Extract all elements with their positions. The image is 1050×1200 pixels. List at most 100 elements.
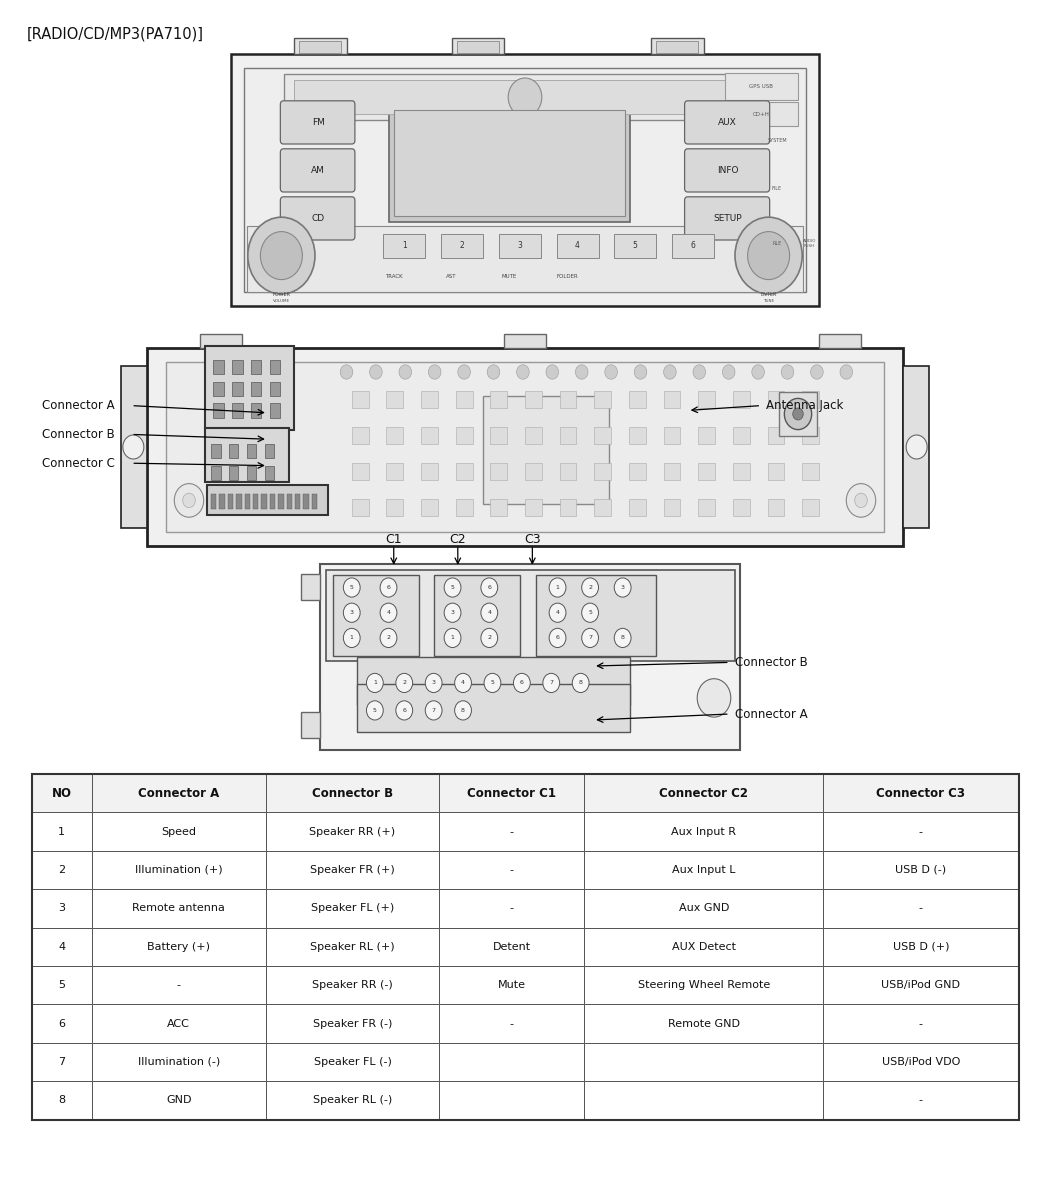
Bar xyxy=(270,494,275,509)
FancyBboxPatch shape xyxy=(266,774,439,812)
Circle shape xyxy=(123,434,144,458)
Circle shape xyxy=(399,365,412,379)
Bar xyxy=(490,463,507,480)
Text: ENTER: ENTER xyxy=(760,293,777,298)
FancyBboxPatch shape xyxy=(32,774,92,812)
Text: -: - xyxy=(176,980,181,990)
FancyBboxPatch shape xyxy=(823,774,1018,812)
Text: Speaker RL (+): Speaker RL (+) xyxy=(310,942,395,952)
Text: 3: 3 xyxy=(518,241,522,251)
Text: FILE: FILE xyxy=(772,186,782,191)
Text: FOLDER: FOLDER xyxy=(556,274,578,278)
FancyBboxPatch shape xyxy=(244,68,806,292)
Text: 6: 6 xyxy=(386,586,391,590)
Bar xyxy=(253,494,258,509)
Bar xyxy=(312,494,317,509)
Circle shape xyxy=(481,629,498,648)
FancyBboxPatch shape xyxy=(685,101,770,144)
FancyBboxPatch shape xyxy=(556,234,598,258)
Circle shape xyxy=(582,578,598,598)
Circle shape xyxy=(508,78,542,116)
Bar xyxy=(698,463,715,480)
FancyBboxPatch shape xyxy=(439,966,584,1004)
FancyBboxPatch shape xyxy=(280,149,355,192)
Circle shape xyxy=(174,484,204,517)
Bar xyxy=(386,391,403,408)
Text: Mute: Mute xyxy=(498,980,526,990)
FancyBboxPatch shape xyxy=(584,851,823,889)
Circle shape xyxy=(340,365,353,379)
Text: 7: 7 xyxy=(58,1057,65,1067)
FancyBboxPatch shape xyxy=(207,485,328,515)
Bar xyxy=(802,463,819,480)
Text: TUNE: TUNE xyxy=(763,299,774,304)
FancyBboxPatch shape xyxy=(483,396,609,504)
Text: 6: 6 xyxy=(691,241,695,251)
Bar xyxy=(352,463,369,480)
Circle shape xyxy=(183,493,195,508)
Text: Connector B: Connector B xyxy=(42,428,114,440)
Text: MUTE: MUTE xyxy=(502,274,517,278)
FancyBboxPatch shape xyxy=(656,41,698,53)
Text: SYSTEM: SYSTEM xyxy=(768,138,786,143)
Circle shape xyxy=(614,629,631,648)
Circle shape xyxy=(793,408,803,420)
Text: CD+H: CD+H xyxy=(753,112,770,116)
Text: C3: C3 xyxy=(524,533,541,546)
Bar xyxy=(456,391,472,408)
FancyBboxPatch shape xyxy=(903,366,929,528)
Text: AUDIO
PUSH: AUDIO PUSH xyxy=(803,239,817,248)
Text: 5: 5 xyxy=(373,708,377,713)
Bar xyxy=(265,466,274,480)
Text: 2: 2 xyxy=(460,241,464,251)
Text: 4: 4 xyxy=(487,611,491,616)
FancyBboxPatch shape xyxy=(685,197,770,240)
Circle shape xyxy=(343,604,360,623)
Bar xyxy=(228,494,233,509)
FancyBboxPatch shape xyxy=(266,1004,439,1043)
Circle shape xyxy=(370,365,382,379)
Text: 8: 8 xyxy=(461,708,465,713)
Text: NO: NO xyxy=(51,787,71,799)
FancyBboxPatch shape xyxy=(32,812,92,851)
FancyBboxPatch shape xyxy=(32,1081,92,1120)
Bar xyxy=(303,494,309,509)
FancyBboxPatch shape xyxy=(280,197,355,240)
Circle shape xyxy=(840,365,853,379)
Text: 8: 8 xyxy=(58,1096,65,1105)
FancyBboxPatch shape xyxy=(614,234,656,258)
Text: 6: 6 xyxy=(520,680,524,685)
Circle shape xyxy=(425,701,442,720)
Bar xyxy=(232,403,243,418)
Bar xyxy=(456,427,472,444)
Text: AST: AST xyxy=(446,274,457,278)
FancyBboxPatch shape xyxy=(266,851,439,889)
FancyBboxPatch shape xyxy=(32,1043,92,1081)
Text: Speaker FL (+): Speaker FL (+) xyxy=(311,904,394,913)
Text: Connector A: Connector A xyxy=(139,787,219,799)
Circle shape xyxy=(396,673,413,692)
FancyBboxPatch shape xyxy=(301,574,320,600)
Text: 1: 1 xyxy=(402,241,406,251)
FancyBboxPatch shape xyxy=(439,1081,584,1120)
Circle shape xyxy=(444,578,461,598)
Bar xyxy=(664,499,680,516)
Circle shape xyxy=(735,217,802,294)
Circle shape xyxy=(248,217,315,294)
FancyBboxPatch shape xyxy=(92,966,266,1004)
Circle shape xyxy=(481,578,498,598)
FancyBboxPatch shape xyxy=(452,38,504,54)
Text: 8: 8 xyxy=(621,636,625,641)
Text: Steering Wheel Remote: Steering Wheel Remote xyxy=(637,980,770,990)
FancyBboxPatch shape xyxy=(294,38,346,54)
FancyBboxPatch shape xyxy=(147,348,903,546)
Bar xyxy=(560,463,576,480)
FancyBboxPatch shape xyxy=(301,712,320,738)
FancyBboxPatch shape xyxy=(205,428,289,482)
Circle shape xyxy=(487,365,500,379)
Bar xyxy=(213,403,224,418)
FancyBboxPatch shape xyxy=(441,234,483,258)
Bar xyxy=(213,360,224,374)
FancyBboxPatch shape xyxy=(823,1004,1018,1043)
Circle shape xyxy=(366,701,383,720)
